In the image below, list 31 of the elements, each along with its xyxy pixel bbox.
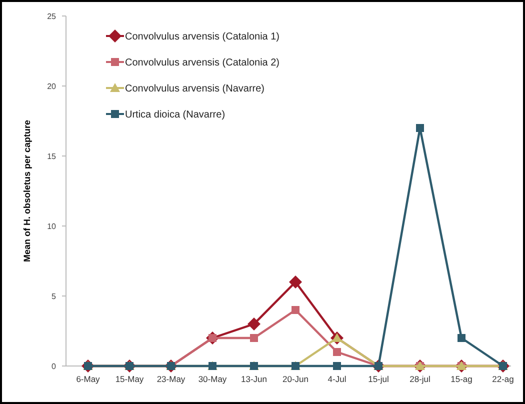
legend-label: Convolvulus arvensis (Catalonia 1) [125,32,280,42]
x-tick-label: 30-May [198,374,228,384]
x-tick-label: 6-May [76,374,101,384]
y-tick-label: 20 [47,82,57,91]
x-tick-label: 23-May [156,374,186,384]
y-tick-label: 0 [52,362,57,371]
point [333,348,341,356]
point [289,276,302,288]
legend-label: Urtica dioica (Navarre) [125,110,226,120]
point [416,124,424,132]
y-axis-title: Mean of H. obsoletus per capture [22,120,32,262]
x-tick-label: 28-jul [410,374,430,384]
x-tick-label: 4-Jul [328,374,346,384]
x-tick-label: 20-Jun [282,374,309,384]
x-tick-label: 13-Jun [241,374,268,384]
y-tick-label: 25 [47,12,57,21]
point [458,334,466,342]
point [248,318,260,330]
y-tick-label: 15 [47,152,57,161]
y-tick-label: 5 [52,292,57,301]
legend-label: Convolvulus arvensis (Catalonia 2) [125,58,280,68]
x-tick-label: 15-May [115,374,144,384]
x-tick-label: 22-ag [492,374,514,384]
y-tick-label: 10 [47,222,57,231]
x-tick-label: 15-ag [450,374,473,384]
legend-label: Convolvulus arvensis (Navarre) [125,84,264,94]
x-tick-label: 15-jul [368,374,389,384]
point [333,362,341,370]
point [250,334,258,342]
point [292,306,300,314]
point [332,333,342,342]
